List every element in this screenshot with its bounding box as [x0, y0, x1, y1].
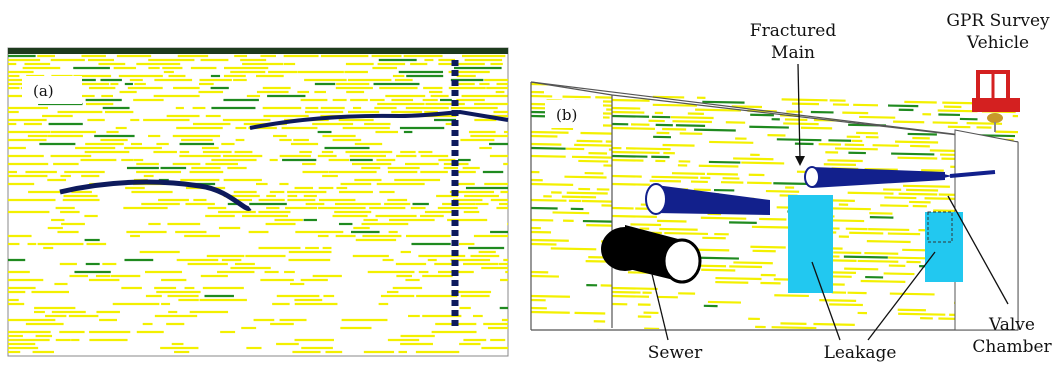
- sewer-label: Sewer: [648, 343, 703, 363]
- water-main-pipe: [645, 166, 996, 215]
- valve-chamber-box: [927, 211, 953, 243]
- reflector-line-a: [249, 109, 509, 130]
- fractured-main-label-line1: Fractured: [750, 21, 837, 41]
- leakage-arrow-1: [811, 261, 841, 341]
- panel-a-label-box: [22, 76, 82, 104]
- panel-b-label-box: [545, 100, 603, 128]
- annotation-arrows: [651, 63, 1009, 341]
- radargram-panel-a: (a): [7, 47, 509, 357]
- vehicle-label-line2: Vehicle: [966, 33, 1029, 53]
- valve-chamber-label-line2: Chamber: [972, 337, 1052, 357]
- fractured-main-arrow: [797, 63, 801, 161]
- leakage-arrow-2: [867, 251, 936, 341]
- sewer-pipe: [601, 225, 702, 284]
- annotation-labels: Fractured Main GPR Survey Vehicle Sewer …: [648, 11, 1053, 363]
- fractured-main-label-line2: Main: [771, 43, 815, 63]
- vehicle-label-line1: GPR Survey: [946, 11, 1050, 31]
- leakage-plume-2: [925, 212, 963, 282]
- gpr-3d-panel-b: (b): [530, 70, 1020, 331]
- panel-b-label: (b): [556, 106, 577, 124]
- gpr-survey-vehicle: [972, 70, 1020, 132]
- box-front-face: [954, 129, 1019, 331]
- leakage-label: Leakage: [824, 343, 897, 363]
- sewer-arrow: [651, 273, 669, 341]
- valve-chamber-label-line1: Valve: [988, 315, 1035, 335]
- panel-a-frame: [7, 47, 509, 357]
- leakage-plume-1: [788, 195, 833, 293]
- surface-band-a: [8, 48, 508, 54]
- valve-chamber-arrow: [947, 195, 1009, 305]
- reflector-hyperbola-a: [59, 179, 252, 211]
- panel-a-label: (a): [33, 82, 54, 100]
